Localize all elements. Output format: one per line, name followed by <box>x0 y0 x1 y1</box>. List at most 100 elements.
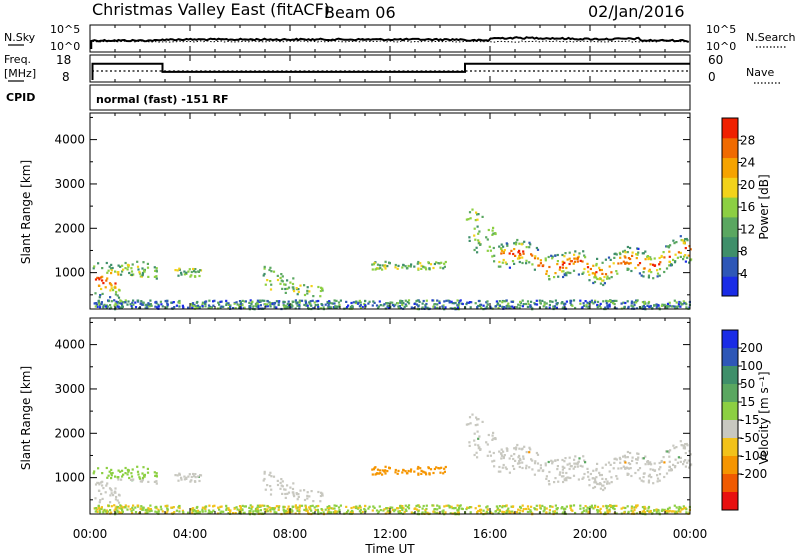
power-cell <box>176 269 179 272</box>
velocity-cell <box>642 476 645 479</box>
power-cell <box>127 265 130 268</box>
power-cell <box>266 303 269 306</box>
power-cell <box>476 306 479 309</box>
velocity-cell <box>101 497 104 500</box>
power-cell <box>647 300 651 304</box>
velocity-cell <box>422 470 425 473</box>
power-cell <box>111 266 114 270</box>
power-cell <box>530 300 533 303</box>
velocity-cell <box>570 504 573 507</box>
power-cell <box>456 299 459 302</box>
velocity-cell <box>482 509 485 512</box>
velocity-cell <box>572 504 576 507</box>
velocity-cell <box>266 508 269 511</box>
velocity-cell <box>647 463 650 466</box>
power-cell <box>185 271 188 274</box>
power-cell <box>615 270 618 273</box>
velocity-cell <box>416 467 419 470</box>
velocity-cell <box>287 508 291 512</box>
power-cell <box>551 300 554 303</box>
power-cell <box>138 272 142 275</box>
velocity-cell <box>555 511 558 514</box>
velocity-cell <box>94 497 97 500</box>
power-cell <box>515 241 518 244</box>
power-cell <box>617 262 620 265</box>
velocity-cell <box>625 466 628 469</box>
power-cell <box>683 255 686 258</box>
power-cell <box>256 299 259 302</box>
power-cell <box>595 271 598 274</box>
velocity-cell <box>269 471 272 474</box>
velocity-cell <box>137 473 140 476</box>
velocity-cell <box>647 505 651 509</box>
power-cell <box>679 255 682 258</box>
velocity-cell <box>173 511 176 514</box>
velocity-cell <box>295 507 298 510</box>
power-cell <box>308 301 311 304</box>
velocity-cell <box>545 475 548 478</box>
velocity-cell <box>268 473 271 477</box>
velocity-cell <box>467 423 470 426</box>
velocity-cell <box>656 480 659 483</box>
velocity-cell <box>393 510 396 513</box>
power-colorbar-segment <box>722 276 738 297</box>
power-cell <box>620 262 623 265</box>
velocity-cell <box>328 511 331 514</box>
velocity-cell <box>269 493 273 496</box>
power-cell <box>157 303 160 306</box>
velocity-cell <box>513 453 516 456</box>
power-cell <box>312 307 315 310</box>
velocity-cell <box>280 484 283 487</box>
power-cell <box>375 267 378 270</box>
velocity-cell <box>673 447 676 450</box>
velocity-cell <box>562 511 565 514</box>
velocity-colorbar-segment <box>722 438 738 457</box>
power-cell <box>126 268 129 271</box>
power-cell <box>551 255 554 258</box>
velocity-cell <box>294 504 297 507</box>
velocity-cell <box>668 510 671 513</box>
power-cell <box>684 260 687 263</box>
velocity-cell <box>538 469 541 472</box>
power-cell <box>331 302 335 305</box>
power-cell <box>513 248 516 251</box>
velocity-cell <box>237 512 241 515</box>
velocity-cell <box>275 511 278 514</box>
velocity-cell <box>96 481 99 484</box>
velocity-cell <box>147 480 150 483</box>
power-cell <box>665 307 669 310</box>
velocity-cell <box>553 510 556 513</box>
velocity-cell <box>520 448 523 451</box>
power-cell <box>650 258 653 261</box>
velocity-cell <box>601 484 604 487</box>
velocity-cell <box>655 508 658 511</box>
power-cell <box>586 262 589 265</box>
power-cell <box>604 258 607 261</box>
power-cell <box>494 232 497 235</box>
power-cell <box>541 299 544 302</box>
power-cell <box>264 283 267 286</box>
power-cell <box>399 301 402 304</box>
velocity-cell <box>98 507 101 510</box>
velocity-cell <box>468 441 471 444</box>
velocity-cell <box>303 498 307 502</box>
velocity-cell <box>121 509 124 512</box>
velocity-cell <box>444 465 447 469</box>
velocity-cell <box>565 505 568 508</box>
velocity-cell <box>640 479 643 482</box>
velocity-cell <box>338 509 341 512</box>
power-cell <box>599 282 602 285</box>
power-cell <box>394 303 397 306</box>
power-cell <box>134 306 138 309</box>
power-cell <box>476 218 479 221</box>
velocity-cell <box>547 480 550 483</box>
power-cell <box>131 306 134 309</box>
power-cell <box>599 306 602 309</box>
velocity-cell <box>556 468 559 471</box>
power-cell <box>283 305 286 308</box>
velocity-cell <box>543 508 546 511</box>
power-cell <box>377 267 381 270</box>
power-cell <box>278 300 281 303</box>
velocity-cell <box>175 509 178 512</box>
power-cell <box>479 243 482 246</box>
